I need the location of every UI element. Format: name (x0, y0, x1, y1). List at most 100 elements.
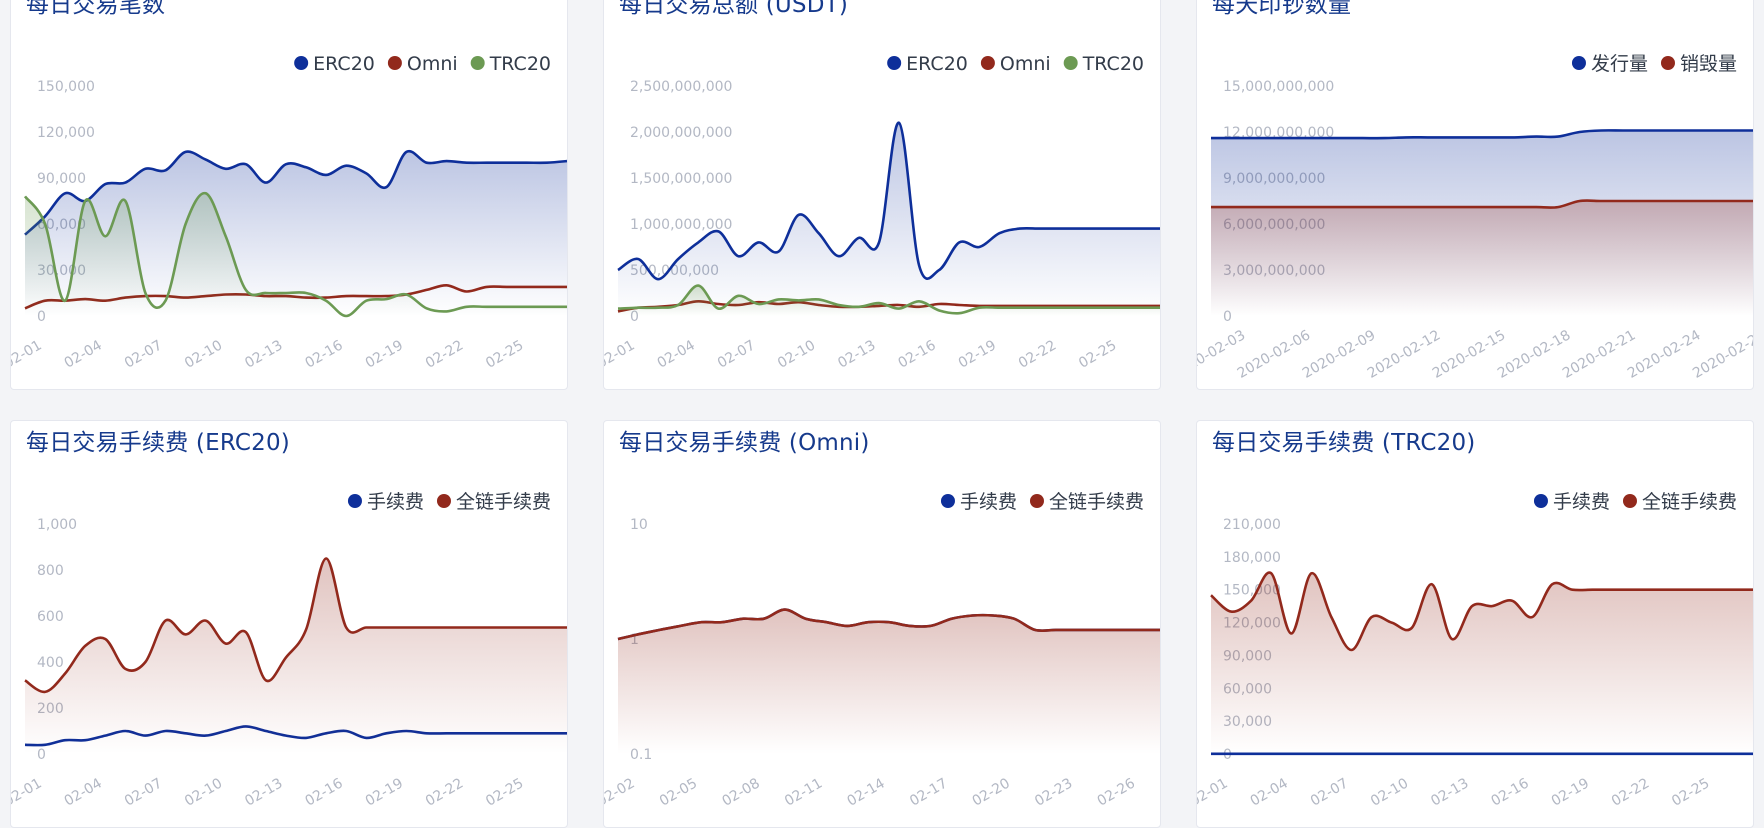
series-line[interactable] (1210, 571, 1753, 652)
legend-marker[interactable] (1533, 494, 1548, 508)
legend-marker[interactable] (980, 56, 995, 70)
x-tick-label: 02-22 (1016, 337, 1059, 371)
x-tick-label: 02-04 (62, 775, 105, 809)
y-tick-label: 1,500,000,000 (630, 171, 732, 187)
y-tick-label: 0 (1223, 309, 1232, 325)
series-area (1211, 200, 1753, 316)
x-tick-label: 02-04 (62, 337, 105, 371)
fee-omni-chart: 0.111002-0202-0502-0802-1102-1402-1702-2… (604, 491, 1160, 810)
fee-erc20-card: 每日交易手续费 (ERC20) 02004006008001,00002-010… (10, 420, 568, 828)
x-tick-label: 2020-02-15 (1430, 327, 1508, 382)
x-tick-label: 02-07 (1308, 775, 1351, 809)
x-tick-label: 2020-02-06 (1235, 327, 1314, 382)
x-tick-label: 2020-02-21 (1560, 327, 1638, 382)
x-tick-label: 02-17 (907, 775, 950, 809)
series-line[interactable] (23, 191, 567, 318)
legend-label: 全链手续费 (456, 491, 551, 513)
legend-marker[interactable] (1660, 56, 1675, 70)
x-tick-label: 02-11 (782, 775, 825, 809)
series-line[interactable] (617, 121, 1160, 281)
chart-title: 每天印钞数量 (1212, 0, 1352, 18)
legend-label: 全链手续费 (1049, 491, 1144, 513)
y-tick-label: 150,000 (37, 79, 95, 95)
series-line[interactable] (1211, 129, 1753, 140)
chart-title: 每日交易手续费 (TRC20) (1212, 430, 1476, 456)
fee-erc20-chart: 02004006008001,00002-0102-0402-0702-1002… (11, 491, 567, 810)
series-area (618, 122, 1160, 316)
x-tick-label: 02-25 (483, 337, 526, 371)
x-tick-label: 02-16 (302, 337, 345, 371)
series-line[interactable] (617, 284, 1160, 315)
x-tick-label: 02-22 (423, 337, 466, 371)
x-tick-label: 02-01 (1197, 775, 1231, 809)
series-line[interactable] (617, 608, 1160, 641)
legend-label: 发行量 (1591, 53, 1648, 75)
x-tick-label: 2020-02-12 (1365, 327, 1443, 382)
legend-label: TRC20 (1082, 53, 1144, 75)
series-area (25, 151, 567, 316)
legend-label: 销毁量 (1680, 53, 1737, 75)
series-line[interactable] (1211, 199, 1753, 209)
x-tick-label: 02-23 (1032, 775, 1075, 809)
legend-marker[interactable] (1029, 494, 1044, 508)
printing-chart: 03,000,000,0006,000,000,0009,000,000,000… (1197, 53, 1753, 382)
y-tick-label: 180,000 (1223, 550, 1281, 566)
chart-title: 每日交易笔数 (26, 0, 166, 18)
x-tick-label: 02-19 (1549, 775, 1592, 809)
y-tick-label: 800 (37, 563, 64, 579)
legend-marker[interactable] (436, 494, 451, 508)
tx-amount-card: 每日交易总额 (USDT) 0500,000,0001,000,000,0001… (603, 0, 1161, 390)
y-tick-label: 0 (37, 747, 46, 763)
x-tick-label: 02-08 (719, 775, 762, 809)
x-tick-label: 2020-02-09 (1300, 327, 1378, 382)
y-tick-label: 0 (630, 309, 639, 325)
x-tick-label: 02-26 (1095, 775, 1138, 809)
y-tick-label: 15,000,000,000 (1223, 79, 1334, 95)
x-tick-label: 02-10 (775, 337, 818, 371)
legend-marker[interactable] (1063, 56, 1078, 70)
x-tick-label: 02-19 (363, 775, 406, 809)
x-tick-label: 02-10 (182, 775, 225, 809)
legend-label: Omni (407, 53, 458, 75)
x-tick-label: 02-10 (1368, 775, 1411, 809)
y-tick-label: 210,000 (1223, 517, 1281, 533)
y-tick-label: 400 (37, 655, 64, 671)
x-tick-label: 02-25 (483, 775, 526, 809)
x-tick-label: 02-04 (1248, 775, 1291, 809)
x-tick-label: 02-01 (11, 337, 45, 371)
y-tick-label: 10 (630, 517, 648, 533)
y-tick-label: 600 (37, 609, 64, 625)
legend-marker[interactable] (470, 56, 485, 70)
legend-marker[interactable] (294, 56, 309, 70)
x-tick-label: 02-01 (11, 775, 45, 809)
x-tick-label: 02-13 (1428, 775, 1471, 809)
x-tick-label: 02-16 (895, 337, 938, 371)
series-area (25, 558, 567, 754)
legend-marker[interactable] (887, 56, 902, 70)
legend-marker[interactable] (940, 494, 955, 508)
series-area (25, 193, 567, 316)
y-tick-label: 1,000 (37, 517, 77, 533)
x-tick-label: 02-25 (1076, 337, 1119, 371)
legend-marker[interactable] (347, 494, 362, 508)
legend-label: 手续费 (367, 491, 424, 513)
y-tick-label: 2,000,000,000 (630, 125, 732, 141)
legend-label: 手续费 (1553, 491, 1610, 513)
tx-amount-chart: 0500,000,0001,000,000,0001,500,000,0002,… (604, 53, 1160, 372)
legend-label: 全链手续费 (1642, 491, 1737, 513)
series-line[interactable] (24, 149, 567, 236)
x-tick-label: 02-22 (1609, 775, 1652, 809)
fee-trc20-card: 每日交易手续费 (TRC20) 030,00060,00090,000120,0… (1196, 420, 1754, 828)
legend-label: ERC20 (313, 53, 375, 75)
x-tick-label: 02-20 (970, 775, 1013, 809)
legend-label: 手续费 (960, 491, 1017, 513)
x-tick-label: 02-04 (655, 337, 698, 371)
x-tick-label: 02-13 (835, 337, 878, 371)
legend-marker[interactable] (1622, 494, 1637, 508)
legend-marker[interactable] (387, 56, 402, 70)
chart-title: 每日交易总额 (USDT) (619, 0, 849, 18)
x-tick-label: 02-07 (715, 337, 758, 371)
series-line[interactable] (24, 557, 567, 694)
x-tick-label: 2020-02-18 (1495, 327, 1573, 382)
legend-marker[interactable] (1571, 56, 1586, 70)
